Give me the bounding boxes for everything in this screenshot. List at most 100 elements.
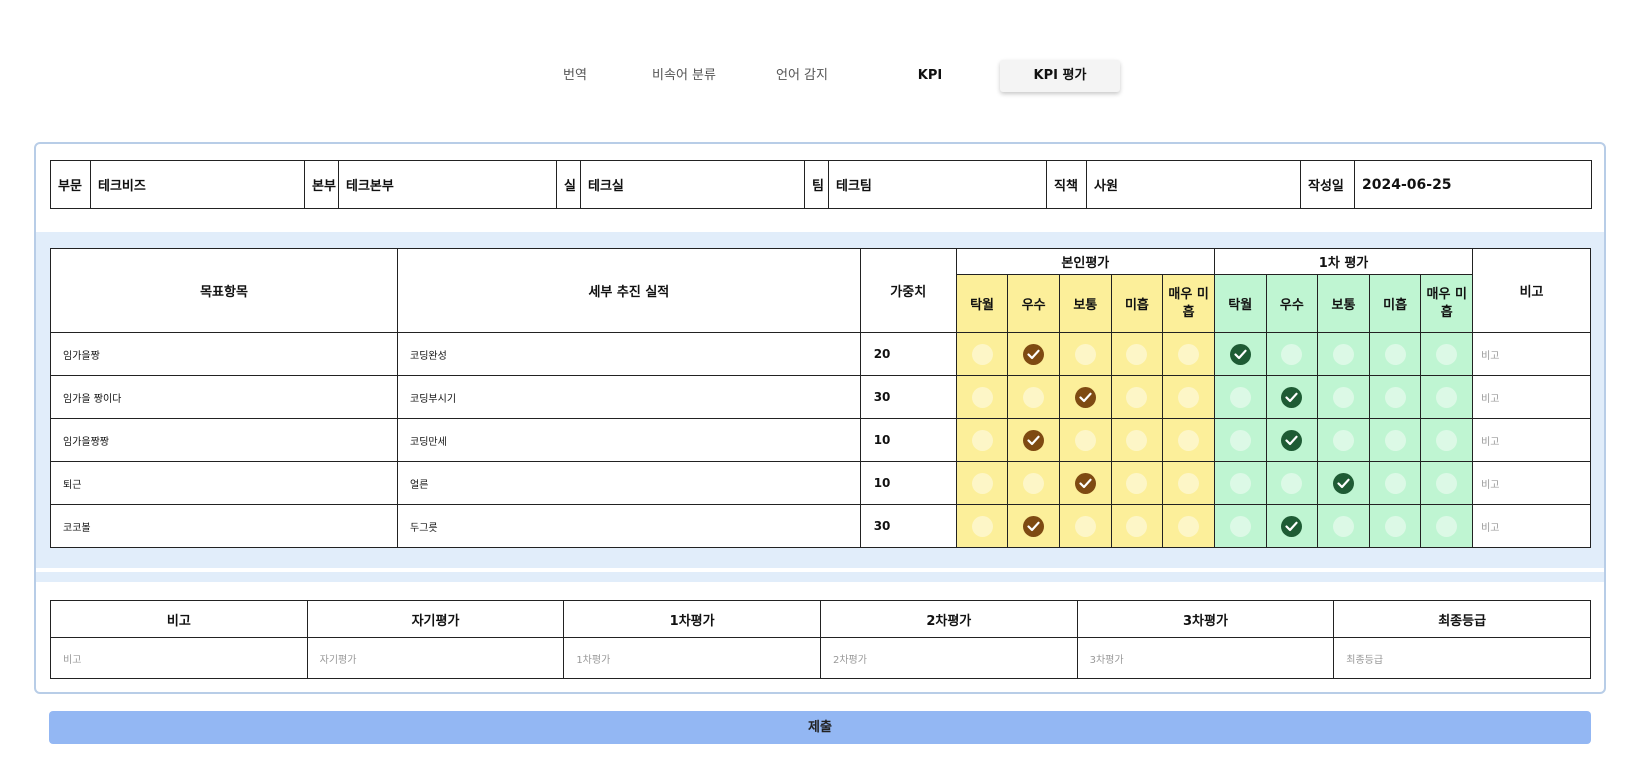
tab-translation[interactable]: 번역 xyxy=(563,68,587,83)
self-eval-radio[interactable] xyxy=(1023,386,1045,408)
first-eval-radio[interactable] xyxy=(1436,386,1458,408)
first-eval-cell xyxy=(1213,332,1267,376)
self-eval-radio[interactable] xyxy=(971,515,993,537)
self-eval-cell xyxy=(1162,332,1215,376)
first-eval-radio[interactable] xyxy=(1281,386,1303,408)
self-eval-cell xyxy=(1162,375,1215,419)
summary-input-final-grade[interactable]: 최종등급 xyxy=(1333,637,1591,679)
division-label: 부문 xyxy=(50,160,91,209)
summary-header-final-grade: 최종등급 xyxy=(1333,600,1591,638)
first-eval-radio[interactable] xyxy=(1229,429,1251,451)
self-eval-cell xyxy=(1110,504,1164,548)
table-row: 임가을짱짱 코딩만세 10 비고 xyxy=(49,418,1591,462)
self-eval-radio[interactable] xyxy=(1074,386,1096,408)
summary-input-third-eval[interactable]: 3차평가 xyxy=(1076,637,1335,679)
self-eval-cell xyxy=(1162,461,1215,505)
self-eval-radio[interactable] xyxy=(1074,515,1096,537)
first-eval-radio[interactable] xyxy=(1384,343,1406,365)
self-eval-radio[interactable] xyxy=(1178,386,1200,408)
office-value: 테크실 xyxy=(580,160,805,209)
note-cell[interactable]: 비고 xyxy=(1472,418,1591,462)
self-eval-cell xyxy=(1059,375,1112,419)
self-eval-cell xyxy=(955,461,1009,505)
note-cell[interactable]: 비고 xyxy=(1472,504,1591,548)
self-eval-radio[interactable] xyxy=(1126,472,1148,494)
summary-input-first-eval[interactable]: 1차평가 xyxy=(563,637,821,679)
self-eval-radio[interactable] xyxy=(971,343,993,365)
self-eval-radio[interactable] xyxy=(1023,429,1045,451)
first-eval-radio[interactable] xyxy=(1332,429,1354,451)
summary-input-second-eval[interactable]: 2차평가 xyxy=(819,637,1078,679)
self-eval-radio[interactable] xyxy=(1126,343,1148,365)
tab-kpi[interactable]: KPI xyxy=(917,68,943,83)
submit-button[interactable]: 제출 xyxy=(49,711,1591,744)
first-eval-radio[interactable] xyxy=(1436,429,1458,451)
table-row: 임가을짱 코딩완성 20 비고 xyxy=(49,332,1591,376)
header-self-grade: 우수 xyxy=(1007,274,1060,333)
first-eval-radio[interactable] xyxy=(1332,515,1354,537)
first-eval-radio[interactable] xyxy=(1384,429,1406,451)
first-eval-radio[interactable] xyxy=(1281,429,1303,451)
first-eval-radio[interactable] xyxy=(1436,343,1458,365)
first-eval-cell xyxy=(1420,332,1474,376)
summary-input-self-eval[interactable]: 자기평가 xyxy=(306,637,565,679)
first-eval-radio[interactable] xyxy=(1436,472,1458,494)
first-eval-radio[interactable] xyxy=(1281,343,1303,365)
date-label: 작성일 xyxy=(1300,160,1355,209)
first-eval-cell xyxy=(1265,332,1319,376)
tab-profanity-classification[interactable]: 비속어 분류 xyxy=(652,68,716,83)
self-eval-radio[interactable] xyxy=(1126,515,1148,537)
table-row: 퇴근 얼른 10 비고 xyxy=(49,461,1591,505)
note-cell[interactable]: 비고 xyxy=(1472,461,1591,505)
self-eval-radio[interactable] xyxy=(1178,472,1200,494)
note-cell[interactable]: 비고 xyxy=(1472,375,1591,419)
first-eval-cell xyxy=(1368,418,1422,462)
self-eval-cell xyxy=(1162,504,1215,548)
header-first-grade: 탁월 xyxy=(1213,274,1267,333)
self-eval-radio[interactable] xyxy=(1178,429,1200,451)
first-eval-radio[interactable] xyxy=(1436,515,1458,537)
note-cell[interactable]: 비고 xyxy=(1472,332,1591,376)
first-eval-radio[interactable] xyxy=(1332,343,1354,365)
kpi-evaluation-panel: 부문 테크비즈 본부 테크본부 실 테크실 팀 테크팀 직책 사원 작성일 20… xyxy=(34,142,1606,694)
tab-kpi-evaluation[interactable]: KPI 평가 xyxy=(1000,60,1120,92)
first-eval-radio[interactable] xyxy=(1229,472,1251,494)
hq-label: 본부 xyxy=(304,160,339,209)
first-eval-cell xyxy=(1368,332,1422,376)
self-eval-radio[interactable] xyxy=(1074,429,1096,451)
first-eval-radio[interactable] xyxy=(1281,515,1303,537)
self-eval-radio[interactable] xyxy=(1023,343,1045,365)
self-eval-radio[interactable] xyxy=(1126,429,1148,451)
self-eval-radio[interactable] xyxy=(1023,472,1045,494)
self-eval-radio[interactable] xyxy=(1074,472,1096,494)
first-eval-cell xyxy=(1317,332,1370,376)
self-eval-radio[interactable] xyxy=(1178,343,1200,365)
first-eval-radio[interactable] xyxy=(1229,343,1251,365)
self-eval-cell xyxy=(1059,461,1112,505)
summary-table: 비고 자기평가 1차평가 2차평가 3차평가 최종등급 비고 자기평가 1차평가 2차평가 3차평… xyxy=(50,600,1591,679)
first-eval-radio[interactable] xyxy=(1332,472,1354,494)
first-eval-radio[interactable] xyxy=(1384,515,1406,537)
first-eval-radio[interactable] xyxy=(1229,515,1251,537)
self-eval-radio[interactable] xyxy=(1126,386,1148,408)
first-eval-radio[interactable] xyxy=(1332,386,1354,408)
first-eval-radio[interactable] xyxy=(1281,472,1303,494)
header-first-grade: 미흡 xyxy=(1368,274,1422,333)
self-eval-cell xyxy=(955,375,1009,419)
self-eval-radio[interactable] xyxy=(1178,515,1200,537)
table-row: 임가을 짱이다 코딩부시기 30 비고 xyxy=(49,375,1591,419)
first-eval-cell xyxy=(1213,418,1267,462)
self-eval-radio[interactable] xyxy=(1074,343,1096,365)
summary-input-note[interactable]: 비고 xyxy=(50,637,308,679)
self-eval-cell xyxy=(1059,504,1112,548)
self-eval-radio[interactable] xyxy=(1023,515,1045,537)
self-eval-cell xyxy=(1110,375,1164,419)
self-eval-radio[interactable] xyxy=(971,386,993,408)
first-eval-radio[interactable] xyxy=(1384,386,1406,408)
first-eval-radio[interactable] xyxy=(1229,386,1251,408)
self-eval-radio[interactable] xyxy=(971,472,993,494)
self-eval-radio[interactable] xyxy=(971,429,993,451)
first-eval-radio[interactable] xyxy=(1384,472,1406,494)
section-divider-band xyxy=(36,572,1604,582)
tab-language-detection[interactable]: 언어 감지 xyxy=(776,68,828,83)
